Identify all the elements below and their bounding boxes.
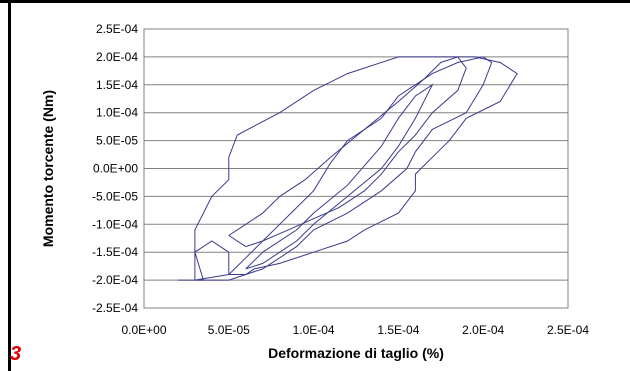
x-tick-label: 5.0E-05 <box>208 323 250 337</box>
y-axis-title: Momento torcente (Nm) <box>40 90 56 247</box>
y-tick-label: -5.0E-05 <box>92 189 138 203</box>
y-tick-label: 0.0E+00 <box>93 162 138 176</box>
series-line-2 <box>194 56 493 281</box>
frame-top-border <box>0 0 630 3</box>
x-tick-label: 0.0E+00 <box>121 323 166 337</box>
x-tick-label: 1.5E-04 <box>377 323 419 337</box>
plot-area-border <box>143 28 569 309</box>
y-tick-label: 1.0E-04 <box>96 106 138 120</box>
series-lines <box>177 56 518 281</box>
x-tick-label: 2.5E-04 <box>547 323 589 337</box>
series-line-3 <box>228 56 467 248</box>
y-tick-labels: 2.5E-04 2.0E-04 1.5E-04 1.0E-04 5.0E-05 0.0E+… <box>92 22 138 315</box>
y-tick-label: 2.0E-04 <box>96 50 138 64</box>
series-line-1 <box>177 56 518 281</box>
y-tick-label: 1.5E-04 <box>96 78 138 92</box>
y-tick-label: -2.5E-04 <box>92 301 138 315</box>
frame-left-border <box>8 0 11 371</box>
y-tick-label: -1.0E-04 <box>92 217 138 231</box>
y-tick-label: -2.0E-04 <box>92 273 138 287</box>
figure-number: 3 <box>10 343 22 365</box>
y-tick-label: 5.0E-05 <box>96 134 138 148</box>
y-tick-label: -1.5E-04 <box>92 245 138 259</box>
x-tick-label: 2.0E-04 <box>462 323 504 337</box>
x-tick-label: 1.0E-04 <box>293 323 335 337</box>
y-tick-label: 2.5E-04 <box>96 22 138 36</box>
x-tick-labels: 0.0E+00 5.0E-05 1.0E-04 1.5E-04 2.0E-04 2.5E-… <box>121 323 589 337</box>
series-line-4 <box>245 83 434 270</box>
x-axis-title: Deformazione di taglio (%) <box>268 345 444 361</box>
